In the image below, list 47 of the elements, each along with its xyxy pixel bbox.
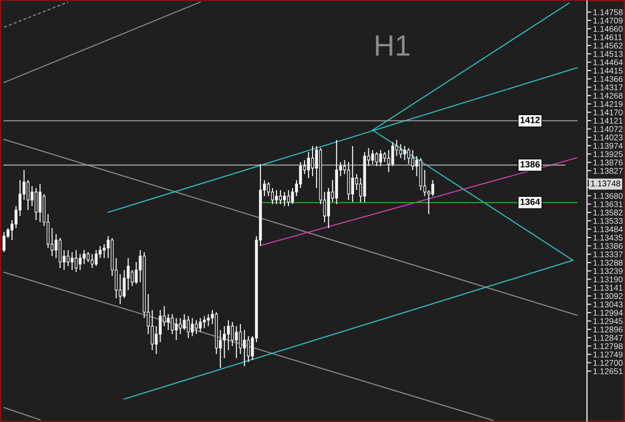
y-tick-label: 1.13239 — [593, 268, 623, 274]
y-tick-label: 1.13827 — [593, 168, 623, 174]
y-tick-label: 1.13876 — [593, 160, 623, 166]
y-tick-label: 1.12798 — [593, 343, 623, 350]
y-tick-label: 1.14268 — [593, 92, 623, 99]
text: H1 — [376, 36, 410, 56]
y-tick-label: 1.13974 — [593, 142, 623, 149]
y-tick-label: 1.14611 — [593, 34, 622, 40]
y-tick-label: 1.14170 — [593, 109, 623, 116]
y-tick-label: 1.13190 — [593, 276, 623, 282]
y-tick-label: 1.14219 — [593, 101, 623, 108]
y-tick-label: 1.14415 — [593, 68, 623, 74]
y-tick-label: 1.13141 — [593, 284, 623, 291]
y-tick-label: 1.13484 — [593, 226, 623, 232]
series-label: 1364 — [520, 198, 540, 205]
y-tick-label: 1.12994 — [593, 310, 623, 316]
y-tick-label: 1.14366 — [593, 76, 623, 82]
y-tick-label: 1.14513 — [593, 51, 623, 57]
y-tick-label: 1.13092 — [593, 293, 623, 300]
y-tick-label: 1.13043 — [593, 301, 623, 308]
y-tick-label: 1.14562 — [593, 42, 623, 49]
y-tick-label: 1.14121 — [593, 118, 623, 124]
y-tick-label: 1.14464 — [593, 59, 623, 66]
y-tick-label: 1.13631 — [593, 201, 623, 208]
y-tick-label: 1.13337 — [593, 251, 623, 258]
y-tick-label: 1.14317 — [593, 84, 623, 90]
y-tick-label: 1.12847 — [593, 334, 623, 341]
y-tick-label: 1.14072 — [593, 126, 623, 132]
y-tick-label: 1.13386 — [593, 243, 623, 249]
y-tick-label: 1.13680 — [593, 192, 623, 199]
y-tick-label: 1.12945 — [593, 318, 623, 324]
y-tick-label: 1.14023 — [593, 134, 623, 140]
y-tick-label: 1.14660 — [593, 26, 623, 32]
y-tick-label: 1.13582 — [593, 210, 623, 216]
text: 1.13748 — [591, 180, 620, 186]
y-tick-label: 1.12651 — [593, 368, 623, 374]
series-label: 1386 — [520, 161, 540, 168]
y-tick-label: 1.12896 — [593, 326, 623, 332]
y-tick-label: 1.13435 — [593, 234, 623, 241]
y-tick-label: 1.14758 — [593, 9, 623, 16]
y-tick-label: 1.12749 — [593, 352, 623, 358]
y-tick-label: 1.13925 — [593, 151, 623, 158]
y-tick-label: 1.14709 — [593, 18, 623, 24]
y-tick-label: 1.12700 — [593, 360, 623, 366]
series-label: 1412 — [520, 116, 540, 124]
y-tick-label: 1.13533 — [593, 218, 623, 224]
y-tick-label: 1.13288 — [593, 260, 623, 266]
